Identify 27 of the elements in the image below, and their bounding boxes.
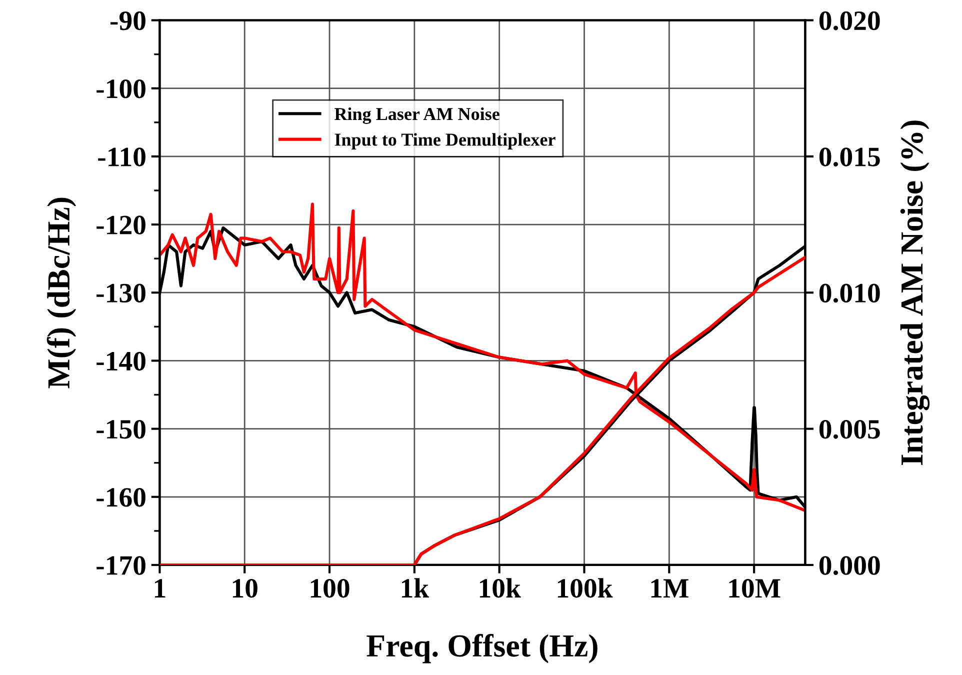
y-tick-label: -150 — [96, 420, 146, 439]
x-tick-label: 1 — [154, 579, 166, 598]
x-tick-label: 100 — [310, 578, 350, 598]
y2-tick-label: 0.015 — [819, 148, 880, 166]
y-tick-label: -130 — [96, 284, 146, 303]
y2-tick-label: 0.000 — [819, 556, 880, 576]
x-tick-label: 1k — [402, 578, 430, 598]
x-tick-label: 10k — [480, 578, 521, 598]
y-tick-label: -100 — [96, 80, 146, 98]
y-tick-label: -110 — [98, 148, 146, 166]
y-tick-label: -160 — [96, 488, 146, 507]
y-tick-label: -170 — [96, 556, 146, 575]
legend-label: Ring Laser AM Noise — [334, 107, 500, 124]
x-tick-label: 100k — [558, 578, 613, 598]
x-tick-label: 10 — [232, 578, 258, 598]
y-tick-label: -140 — [96, 352, 146, 371]
x-axis-title: Freq. Offset (Hz) — [366, 634, 598, 664]
y-tick-label: -90 — [110, 11, 146, 30]
y2-axis-title: Integrated AM Noise (%) — [900, 120, 930, 465]
y2-tick-label: 0.005 — [819, 420, 880, 439]
x-tick-label: 10M — [729, 578, 780, 598]
x-tick-label: 1M — [651, 579, 688, 598]
y2-tick-label: 0.020 — [819, 11, 880, 30]
y-axis-title: M(f) (dBc/Hz) — [46, 198, 76, 388]
y2-tick-label: 0.010 — [819, 284, 880, 303]
y-tick-label: -120 — [96, 216, 146, 234]
legend-label: Input to Time Demultiplexer — [334, 133, 556, 150]
